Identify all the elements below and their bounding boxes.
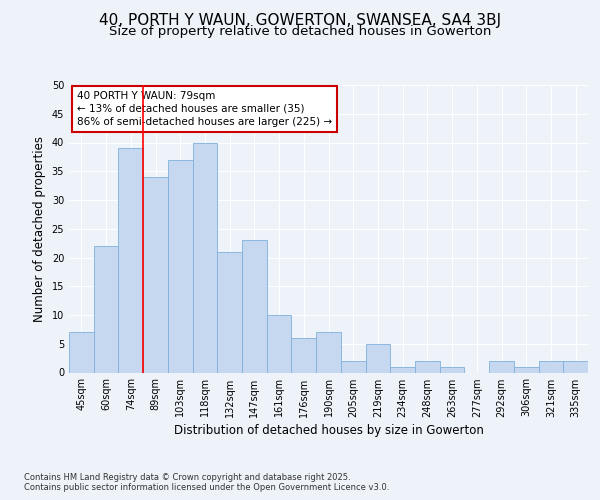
X-axis label: Distribution of detached houses by size in Gowerton: Distribution of detached houses by size …	[173, 424, 484, 437]
Bar	[168, 160, 193, 372]
Bar	[341, 361, 365, 372]
Text: Size of property relative to detached houses in Gowerton: Size of property relative to detached ho…	[109, 25, 491, 38]
Bar	[193, 142, 217, 372]
Bar	[316, 332, 341, 372]
Bar	[365, 344, 390, 372]
Text: Contains HM Land Registry data © Crown copyright and database right 2025.
Contai: Contains HM Land Registry data © Crown c…	[24, 472, 389, 492]
Text: 40 PORTH Y WAUN: 79sqm
← 13% of detached houses are smaller (35)
86% of semi-det: 40 PORTH Y WAUN: 79sqm ← 13% of detached…	[77, 91, 332, 127]
Y-axis label: Number of detached properties: Number of detached properties	[33, 136, 46, 322]
Bar	[143, 177, 168, 372]
Bar	[242, 240, 267, 372]
Bar	[440, 367, 464, 372]
Bar	[489, 361, 514, 372]
Bar	[390, 367, 415, 372]
Bar	[563, 361, 588, 372]
Text: 40, PORTH Y WAUN, GOWERTON, SWANSEA, SA4 3BJ: 40, PORTH Y WAUN, GOWERTON, SWANSEA, SA4…	[99, 12, 501, 28]
Bar	[539, 361, 563, 372]
Bar	[415, 361, 440, 372]
Bar	[514, 367, 539, 372]
Bar	[94, 246, 118, 372]
Bar	[267, 315, 292, 372]
Bar	[118, 148, 143, 372]
Bar	[217, 252, 242, 372]
Bar	[69, 332, 94, 372]
Bar	[292, 338, 316, 372]
